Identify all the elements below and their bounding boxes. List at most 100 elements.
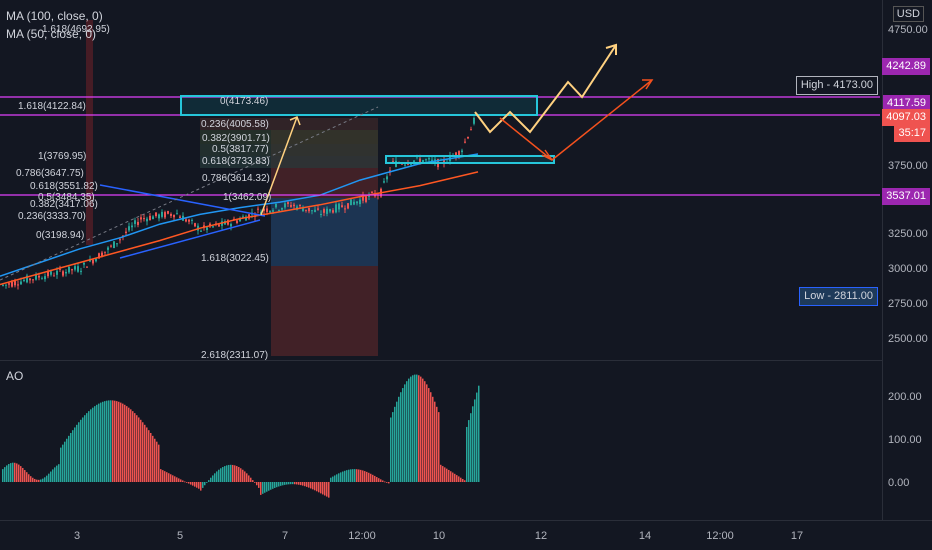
candle-body: [383, 181, 385, 183]
candle-body: [278, 209, 280, 211]
ao-bar: [208, 480, 210, 482]
ao-bar: [282, 482, 284, 486]
candle-body: [44, 276, 46, 280]
candle-body: [392, 160, 394, 162]
ao-bar: [450, 471, 452, 482]
y-tick-label: 3250.00: [888, 228, 928, 240]
candle-body: [284, 203, 286, 208]
ao-bar: [8, 464, 10, 482]
resistance-box[interactable]: [180, 95, 538, 116]
candle-body: [80, 270, 82, 272]
ao-bar: [34, 478, 36, 482]
ao-y-tick-label: 0.00: [888, 477, 909, 489]
ao-bar: [418, 375, 420, 482]
trendline-upper[interactable]: [99, 184, 266, 217]
forecast-arrowhead-c: [541, 149, 553, 161]
ao-bar: [76, 424, 78, 482]
candle-body: [104, 251, 106, 253]
ao-bar: [274, 482, 276, 488]
candle-body: [404, 164, 406, 166]
fib-left-label: 0.236(3333.70): [18, 211, 86, 222]
ao-bar: [442, 466, 444, 482]
candle-body: [101, 252, 103, 257]
candle-body: [50, 271, 52, 275]
ao-bar: [32, 477, 34, 482]
ao-bar: [286, 482, 288, 485]
ao-bar: [444, 467, 446, 482]
ao-bar: [338, 473, 340, 482]
candle-body: [107, 247, 109, 250]
ao-bar: [186, 482, 188, 483]
candle-body: [41, 278, 43, 280]
candle-body: [212, 226, 214, 228]
ao-bar: [236, 466, 238, 482]
ao-bar: [332, 476, 334, 482]
support-box[interactable]: [385, 155, 555, 164]
candle-body: [179, 216, 181, 218]
ao-bar: [108, 400, 110, 482]
candle-body: [140, 217, 142, 220]
ao-bar: [462, 478, 464, 482]
y-tick-label: 2750.00: [888, 298, 928, 310]
ao-bar: [146, 427, 148, 482]
ao-bar: [268, 482, 270, 491]
x-tick-label: 12:00: [348, 530, 376, 542]
ao-bar: [350, 469, 352, 482]
ao-bar: [280, 482, 282, 486]
ao-bar: [266, 482, 268, 492]
ao-bar: [228, 464, 230, 482]
x-tick-label: 3: [74, 530, 80, 542]
ao-bar: [358, 469, 360, 482]
ao-bar: [246, 473, 248, 482]
ao-bar: [96, 404, 98, 482]
ao-bar: [194, 482, 196, 487]
time-axis-border: [0, 520, 932, 521]
fib-left-label: 0.5(3484.35): [38, 192, 95, 203]
candle-body: [470, 129, 472, 131]
candle-body: [359, 199, 361, 205]
ao-bar: [110, 400, 112, 482]
ao-bar: [192, 482, 194, 486]
candle-body: [116, 243, 118, 245]
ao-bar: [372, 474, 374, 482]
candle-body: [95, 258, 97, 262]
candle-body: [38, 275, 40, 278]
ao-bar: [38, 479, 40, 482]
ao-bar: [396, 401, 398, 482]
candle-body: [266, 208, 268, 213]
ao-bar: [54, 467, 56, 482]
currency-label[interactable]: USD: [892, 6, 924, 22]
candle-body: [191, 219, 193, 221]
ao-bar: [250, 477, 252, 482]
ao-bar: [214, 473, 216, 482]
candle-body: [2, 284, 4, 286]
ao-bar: [390, 417, 392, 482]
trendline-lower[interactable]: [119, 219, 261, 259]
candle-body: [431, 159, 433, 162]
candle-body: [257, 208, 259, 210]
candle-body: [131, 225, 133, 228]
x-tick-label: 5: [177, 530, 183, 542]
ao-bar: [258, 482, 260, 488]
forecast-arrowhead-d: [642, 79, 654, 90]
ao-bar: [138, 417, 140, 482]
forecast-bullish-path[interactable]: [474, 44, 617, 134]
candle-body: [59, 268, 61, 270]
ao-bar: [308, 482, 310, 488]
ao-bar: [116, 401, 118, 482]
ao-bar: [58, 464, 60, 482]
ao-bar: [18, 464, 20, 482]
ao-bar: [2, 469, 4, 482]
fib-right-label: 1(3462.09): [223, 192, 271, 203]
legend-ma50[interactable]: MA (50, close, 0): [6, 27, 97, 41]
ao-bar: [398, 396, 400, 482]
ao-bar: [190, 482, 192, 485]
ao-bar: [422, 378, 424, 482]
legend-ao[interactable]: AO: [6, 369, 24, 383]
legend-ma100[interactable]: MA (100, close, 0): [6, 9, 103, 23]
candle-body: [98, 253, 100, 259]
ao-bar: [414, 374, 416, 482]
forecast-up-leg[interactable]: [260, 116, 298, 216]
ao-bar: [16, 463, 18, 482]
